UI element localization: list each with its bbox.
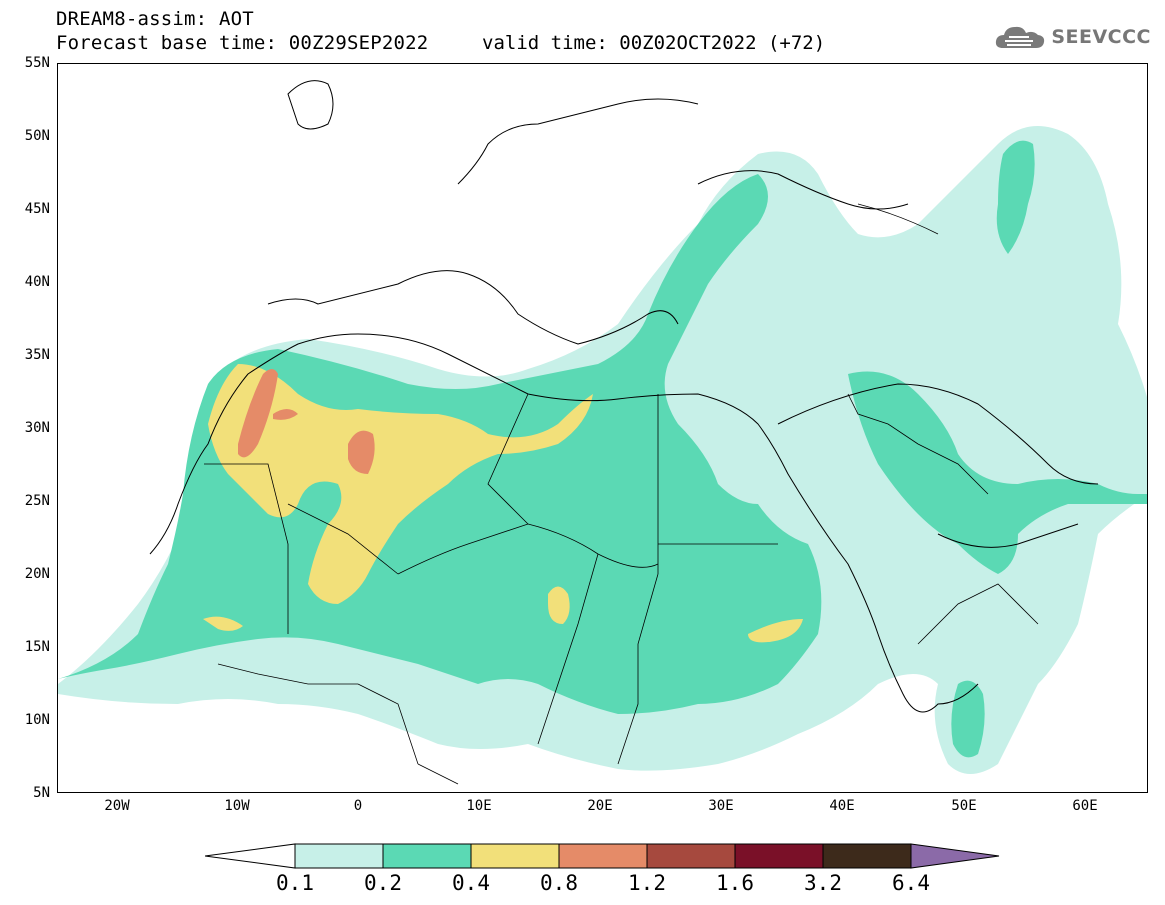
colorbar-segment-0.1 [294, 843, 384, 869]
lat-label-40n: 40N [24, 274, 50, 290]
valid-time: valid time: 00Z02OCT2022 (+72) [482, 32, 826, 54]
lon-label-60e: 60E [1072, 798, 1098, 814]
aot-level-0.4 [208, 364, 593, 604]
forecast-base-time: Forecast base time: 00Z29SEP2022 [56, 32, 429, 54]
logo-text: SEEVCCC [1051, 26, 1151, 48]
lon-label-30e: 30E [708, 798, 734, 814]
lat-label-50n: 50N [24, 128, 50, 144]
lat-label-35n: 35N [24, 347, 50, 363]
map-title: DREAM8-assim: AOT [56, 8, 254, 30]
colorbar-label-0.4: 0.4 [452, 871, 490, 895]
aot-level-0.4-sudan [748, 619, 803, 643]
aot-level-0.8-algeria [348, 430, 375, 474]
aot-level-0.2-caspian [996, 140, 1035, 254]
colorbar-label-6.4: 6.4 [892, 871, 930, 895]
lon-label-20e: 20E [587, 798, 613, 814]
borders [204, 203, 1039, 785]
lat-label-30n: 30N [24, 420, 50, 436]
colorbar-high-arrow [910, 843, 1000, 869]
aot-map [57, 63, 1148, 793]
lat-label-5n: 5N [33, 785, 50, 801]
lat-label-45n: 45N [24, 201, 50, 217]
aot-level-0.4-chad [548, 586, 570, 624]
colorbar-segment-3.2 [822, 843, 912, 869]
aot-level-0.2-east [848, 371, 1147, 574]
lon-label-10e: 10E [466, 798, 492, 814]
colorbar-label-0.1: 0.1 [276, 871, 314, 895]
colorbar-label-0.8: 0.8 [540, 871, 578, 895]
aot-level-0.8 [238, 369, 278, 458]
seevccc-logo: SEEVCCC [993, 22, 1151, 52]
lon-label-10w: 10W [224, 798, 250, 814]
colorbar-segment-1.6 [734, 843, 824, 869]
colorbar-label-1.2: 1.2 [628, 871, 666, 895]
lon-label-50e: 50E [951, 798, 977, 814]
aot-level-0.2-somalia [951, 680, 985, 758]
colorbar-segment-0.4 [470, 843, 560, 869]
lon-label-0: 0 [353, 798, 363, 814]
lat-label-10n: 10N [24, 712, 50, 728]
lat-label-25n: 25N [24, 493, 50, 509]
colorbar-label-0.2: 0.2 [364, 871, 402, 895]
lat-label-15n: 15N [24, 639, 50, 655]
colorbar-segment-1.2 [646, 843, 736, 869]
colorbar-low-arrow [205, 843, 296, 869]
colorbar-segment-0.8 [558, 843, 648, 869]
lon-label-40e: 40E [829, 798, 855, 814]
colorbar-label-1.6: 1.6 [716, 871, 754, 895]
colorbar-segment-0.2 [382, 843, 472, 869]
lat-label-20n: 20N [24, 566, 50, 582]
aot-level-0.8-atlas [273, 409, 298, 420]
cloud-icon [996, 26, 1045, 48]
lat-label-55n: 55N [24, 55, 50, 71]
colorbar-label-3.2: 3.2 [804, 871, 842, 895]
lon-label-20w: 20W [104, 798, 130, 814]
aot-level-0.4-mali [203, 616, 243, 631]
map-canvas [58, 80, 1147, 785]
colorbar [205, 843, 1000, 869]
